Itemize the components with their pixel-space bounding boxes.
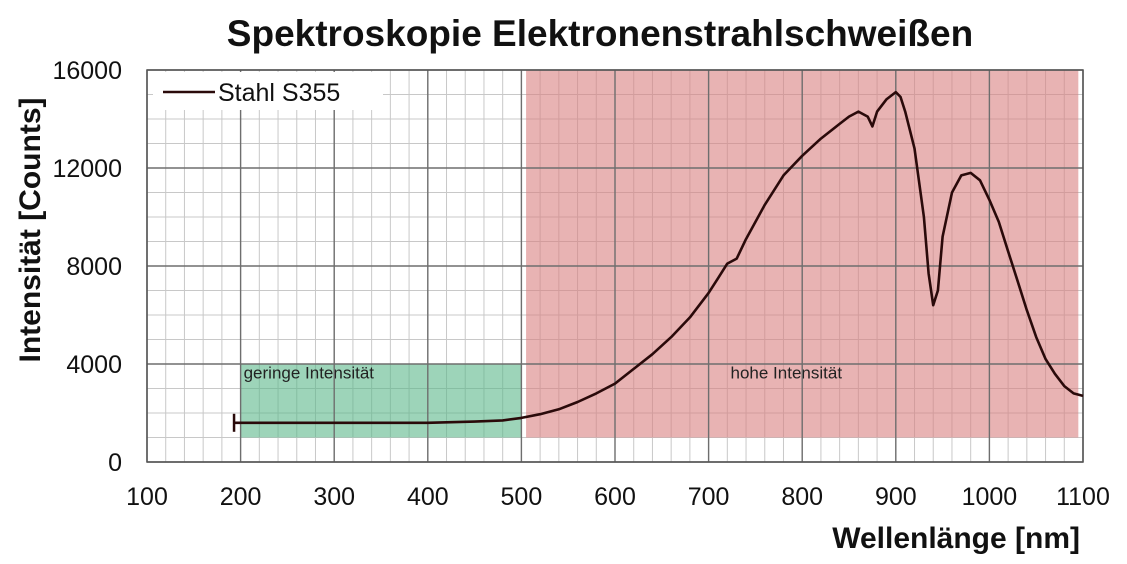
legend-label-stahl: Stahl S355 [218, 79, 340, 107]
x-tick-label: 700 [688, 483, 730, 511]
x-tick-label: 400 [407, 483, 449, 511]
y-tick-label: 8000 [66, 253, 122, 281]
x-tick-label: 600 [594, 483, 636, 511]
plot-frame [146, 69, 1084, 463]
x-tick-label: 800 [781, 483, 823, 511]
highlight-regions: geringe Intensität hohe Intensität [240, 70, 1079, 438]
y-axis-label: Intensität [Counts] [14, 98, 47, 363]
y-tick-label: 4000 [66, 351, 122, 379]
x-tick-label: 1000 [962, 483, 1018, 511]
x-tick-label: 100 [126, 483, 168, 511]
y-tick-label: 12000 [52, 155, 122, 183]
series-line-stahl-s355 [234, 90, 1084, 425]
legend: Stahl S355 [153, 72, 383, 110]
x-tick-label: 200 [220, 483, 262, 511]
series-layer [232, 90, 1084, 432]
y-axis-ticks: 0 4000 8000 12000 16000 [52, 57, 122, 477]
x-tick-label: 900 [875, 483, 917, 511]
region-low-intensity [240, 364, 522, 438]
x-tick-label: 500 [501, 483, 543, 511]
x-axis-label: Wellenlänge [nm] [832, 522, 1080, 555]
chart-title: Spektroskopie Elektronenstrahlschweißen [227, 13, 973, 54]
y-tick-label: 16000 [52, 57, 122, 85]
x-axis-ticks: 100 200 300 400 500 600 700 800 900 1000 1100 [126, 483, 1110, 511]
y-tick-label: 0 [108, 449, 122, 477]
region-label-high-intensity: hohe Intensität [731, 364, 843, 383]
region-label-low-intensity: geringe Intensität [244, 364, 375, 383]
x-tick-label: 300 [313, 483, 355, 511]
x-tick-label: 1100 [1056, 483, 1110, 511]
